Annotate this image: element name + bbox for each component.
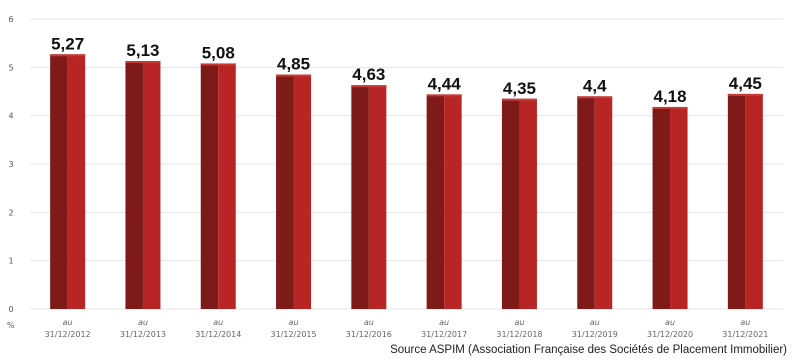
bar-left-face xyxy=(351,85,369,309)
x-tick-label-prefix: au xyxy=(138,318,148,327)
x-tick-label-date: 31/12/2015 xyxy=(270,330,316,339)
x-tick-label-prefix: au xyxy=(514,318,524,327)
x-tick-label-date: 31/12/2019 xyxy=(572,330,618,339)
x-tick-label-date: 31/12/2016 xyxy=(346,330,392,339)
y-tick-label: 3 xyxy=(8,160,13,169)
bar-left-face xyxy=(426,94,445,310)
bar-left-face xyxy=(727,93,746,310)
bar xyxy=(50,54,86,310)
data-label: 4,85 xyxy=(277,55,310,74)
y-tick-label: 4 xyxy=(8,112,13,121)
bar-top-edge xyxy=(501,98,537,101)
x-tick-label-date: 31/12/2013 xyxy=(120,330,166,339)
bar-right-face xyxy=(444,94,462,310)
data-label: 4,44 xyxy=(428,74,462,93)
bar-top-edge xyxy=(652,106,688,109)
x-tick-label-prefix: au xyxy=(63,318,73,327)
data-label: 4,35 xyxy=(503,79,536,98)
x-tick-label-prefix: au xyxy=(590,318,600,327)
bar xyxy=(727,93,763,310)
data-label: 4,63 xyxy=(352,65,385,84)
source-note: Source ASPIM (Association Française des … xyxy=(390,344,787,356)
x-axis: au 31/12/2012 au 31/12/2013 au 31/12/2014 au 31… xyxy=(45,318,769,339)
data-label: 4,4 xyxy=(583,76,607,95)
x-tick-label-date: 31/12/2021 xyxy=(722,330,768,339)
data-labels: 5,27 5,13 5,08 4,85 4,63 4,44 4,35 4,4 4,18 4,45 xyxy=(51,34,762,106)
y-tick-label: 2 xyxy=(8,208,13,217)
bar xyxy=(351,85,387,309)
x-tick-label-prefix: au xyxy=(364,318,374,327)
bar-left-face xyxy=(577,96,595,309)
data-label: 5,27 xyxy=(51,34,84,53)
y-tick-label: 0 xyxy=(8,305,13,314)
bar xyxy=(125,61,161,309)
bar-left-face xyxy=(276,74,294,309)
x-tick-label-prefix: au xyxy=(289,318,299,327)
x-tick-label-prefix: au xyxy=(439,318,449,327)
bar-right-face xyxy=(670,106,688,309)
bar-top-edge xyxy=(426,94,462,97)
bar xyxy=(577,96,613,309)
bar-right-face xyxy=(293,74,312,309)
x-tick-label-date: 31/12/2017 xyxy=(421,330,467,339)
y-tick-label: 1 xyxy=(8,257,13,266)
bar xyxy=(652,106,688,309)
bar-right-face xyxy=(67,54,86,310)
bar-top-edge xyxy=(200,63,236,66)
bar xyxy=(501,98,537,309)
x-tick-label-prefix: au xyxy=(665,318,675,327)
bar-right-face xyxy=(142,61,161,309)
y-axis-unit-label: % xyxy=(7,321,15,330)
x-tick-label-date: 31/12/2012 xyxy=(45,330,91,339)
data-label: 5,13 xyxy=(126,41,159,60)
bar-right-face xyxy=(594,96,613,309)
bar-left-face xyxy=(501,98,520,309)
data-label: 4,18 xyxy=(654,87,687,106)
bar xyxy=(426,94,462,310)
x-tick-label-date: 31/12/2018 xyxy=(496,330,542,339)
y-tick-label: 5 xyxy=(8,63,13,72)
bar-right-face xyxy=(519,98,537,309)
data-label: 4,45 xyxy=(729,74,762,93)
x-tick-label-date: 31/12/2014 xyxy=(195,330,241,339)
bars xyxy=(50,54,763,310)
bar-left-face xyxy=(200,63,219,309)
bar-right-face xyxy=(218,63,236,309)
bar xyxy=(276,74,312,309)
bar-top-edge xyxy=(351,85,387,88)
bar xyxy=(200,63,236,309)
bar-left-face xyxy=(50,54,68,310)
bar-top-edge xyxy=(577,96,613,99)
data-label: 5,08 xyxy=(202,43,235,62)
bar-top-edge xyxy=(727,93,763,96)
bar-top-edge xyxy=(276,74,312,77)
bar-right-face xyxy=(368,85,387,309)
bar-left-face xyxy=(125,61,143,309)
bar-top-edge xyxy=(50,54,86,57)
y-tick-label: 6 xyxy=(8,15,13,24)
x-tick-label-prefix: au xyxy=(213,318,223,327)
y-axis: 0 1 2 3 4 5 6 xyxy=(8,15,13,314)
bar-left-face xyxy=(652,106,671,309)
bar-top-edge xyxy=(125,61,161,64)
x-tick-label-prefix: au xyxy=(740,318,750,327)
x-tick-label-date: 31/12/2020 xyxy=(647,330,693,339)
bar-right-face xyxy=(745,93,763,310)
